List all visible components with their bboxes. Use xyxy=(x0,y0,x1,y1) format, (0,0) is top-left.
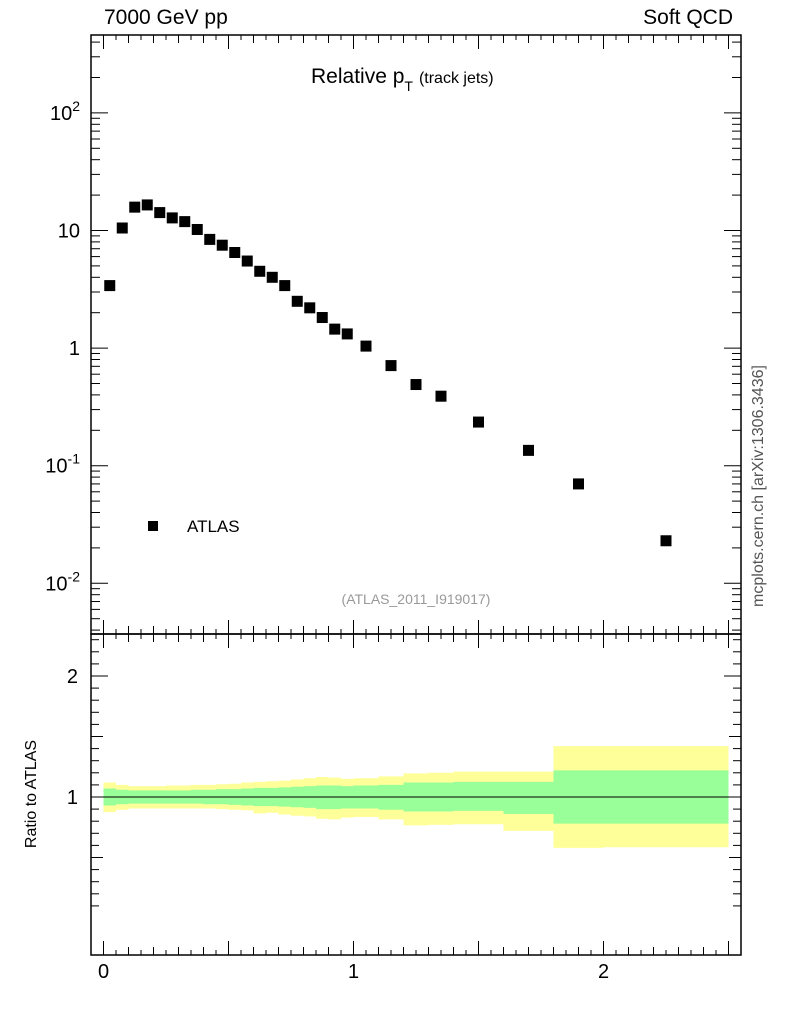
y-tick-label-exponent: -2 xyxy=(68,568,81,584)
title-suffix: (track jets) xyxy=(419,70,494,87)
main-plot-frame xyxy=(90,34,742,635)
y-tick-label: 10-2 xyxy=(45,568,80,595)
ratio-y-axis-label: Ratio to ATLAS xyxy=(23,740,40,848)
chart-title: Relative pT (track jets) xyxy=(311,65,494,94)
title-subscript: T xyxy=(404,78,413,94)
y-tick-label: 10 xyxy=(58,221,80,243)
data-point xyxy=(329,323,341,335)
y-tick-label: 1 xyxy=(69,338,80,360)
data-point xyxy=(410,379,422,391)
data-point xyxy=(229,247,241,259)
data-point xyxy=(304,302,316,314)
y-tick-label-base: 10 xyxy=(45,456,67,478)
analysis-label: (ATLAS_2011_I919017) xyxy=(342,591,491,607)
data-point xyxy=(291,295,303,307)
x-tick-label: 0 xyxy=(98,961,109,983)
y-tick-label: 102 xyxy=(50,98,80,125)
data-point xyxy=(360,340,372,352)
ratio-y-tick-label: 1 xyxy=(67,787,78,809)
data-point xyxy=(523,444,534,456)
data-point xyxy=(254,265,266,277)
data-point xyxy=(279,280,291,292)
data-point xyxy=(216,239,228,251)
data-point xyxy=(204,233,216,245)
x-tick-label: 2 xyxy=(598,961,609,983)
data-point xyxy=(191,223,203,235)
data-point xyxy=(104,280,116,292)
y-tick-label-exponent: 2 xyxy=(72,98,80,114)
data-point xyxy=(154,207,166,219)
data-point xyxy=(266,271,278,283)
x-tick-label: 1 xyxy=(348,961,359,983)
data-point xyxy=(341,328,353,340)
data-point xyxy=(316,312,328,324)
ratio-plot-frame xyxy=(90,633,742,956)
y-tick-label-base: 10 xyxy=(45,573,67,595)
side-label: mcplots.cern.ch [arXiv:1306.3436] xyxy=(750,365,767,607)
data-point xyxy=(573,478,584,490)
ratio-y-tick-label: 2 xyxy=(67,666,78,688)
data-point xyxy=(116,222,128,234)
title-main-text: Relative p xyxy=(311,65,404,88)
header-left-label: 7000 GeV pp xyxy=(104,6,228,29)
y-tick-label-base: 10 xyxy=(50,103,72,125)
data-point xyxy=(241,255,253,267)
data-point xyxy=(141,199,153,211)
data-point xyxy=(385,360,397,372)
header-right-label: Soft QCD xyxy=(643,6,733,29)
data-point xyxy=(129,201,141,213)
legend-label: ATLAS xyxy=(187,517,240,536)
data-point xyxy=(179,216,191,228)
y-tick-label-exponent: -1 xyxy=(68,451,81,467)
legend-marker xyxy=(148,521,158,531)
data-point xyxy=(435,390,447,402)
data-point xyxy=(166,212,178,224)
data-point xyxy=(473,416,484,428)
data-point xyxy=(660,535,672,547)
y-tick-label: 10-1 xyxy=(45,451,80,478)
